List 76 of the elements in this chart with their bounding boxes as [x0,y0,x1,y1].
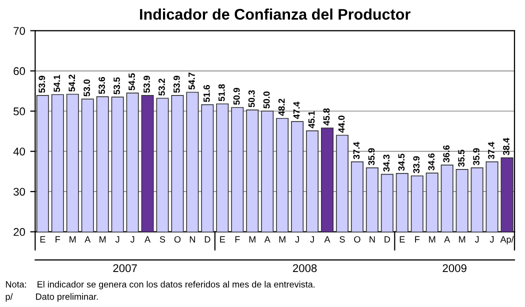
data-label: 53.6 [98,77,106,94]
data-label: 54.7 [188,72,195,90]
data-label: 54.1 [54,74,60,92]
y-tick-label: 60 [14,67,26,76]
x-tick-label: M [249,236,256,242]
x-tick-label: J [490,236,494,243]
x-tick-label: M [279,236,286,242]
x-tick-label: M [70,236,76,242]
x-tick-label: F [235,236,240,242]
data-label: 38.4 [503,138,510,156]
data-label: 44.0 [338,116,345,133]
text: p/ Dato preliminar. [6,293,98,302]
x-tick-label: J [310,236,314,243]
x-tick-label: Ap/ [500,236,514,244]
data-label: 53.0 [84,79,90,96]
y-tick-label: 40 [13,148,26,156]
x-tick-label: O [174,236,181,243]
data-label: 47.4 [293,102,300,120]
x-tick-label: A [144,236,151,242]
x-tick-label: N [190,236,195,242]
data-label: 54.2 [68,74,76,92]
x-tick-label: M [429,236,436,242]
x-tick-label: A [84,236,91,242]
x-tick-label: F [415,236,420,242]
data-label: 37.4 [353,142,360,160]
data-label: 53.9 [38,76,46,93]
data-label: 50.9 [233,88,240,105]
data-label: 53.9 [144,76,150,93]
data-label: 34.3 [383,154,390,172]
data-label: 50.0 [263,92,270,108]
data-label: 53.9 [174,76,180,93]
data-label: 45.8 [323,108,330,126]
x-tick-label: M [100,236,106,242]
data-label: 48.2 [278,98,285,116]
x-tick-label: A [264,236,270,242]
data-label: 45.1 [308,111,315,128]
x-tick-label: N [370,236,375,242]
x-tick-label: J [295,236,299,243]
x-tick-label: F [56,236,60,242]
data-label: 51.8 [218,84,225,102]
x-tick-label: D [384,236,390,242]
x-tick-label: O [354,236,360,243]
x-tick-label: E [220,236,226,242]
data-label: 34.6 [428,153,435,170]
x-tick-label: A [324,236,330,242]
data-label: 36.6 [443,145,450,162]
data-label: 35.9 [368,148,375,166]
data-label: 35.5 [458,150,465,167]
x-tick-label: A [444,236,450,242]
text: Nota: El indicador se genera con los datos referidos al mes de la entrevista. [6,280,315,290]
x-tick-label: S [340,236,345,243]
x-tick-label: S [160,236,166,243]
y-tick-label: 20 [14,228,26,236]
data-label: 51.6 [203,85,210,102]
data-label: 33.9 [413,156,420,174]
x-tick-label: J [115,236,120,243]
data-label: 54.5 [128,73,135,90]
x-tick-label: M [459,236,466,242]
y-tick-label: 50 [14,107,26,116]
x-tick-label: E [40,236,46,242]
x-tick-label: J [130,236,134,243]
data-label: 35.9 [473,148,480,166]
data-label: 37.4 [488,142,494,160]
data-label: 34.5 [398,154,405,171]
chart-title: Indicador de Confianza del Productor [140,8,410,20]
data-label: 53.2 [158,78,165,96]
x-tick-label: J [474,236,479,243]
x-tick-label: E [400,236,405,242]
text: 2008 [292,264,317,272]
y-tick-label: 70 [14,26,26,35]
data-label: 50.3 [248,90,255,108]
x-tick-label: D [204,236,210,242]
y-tick-label: 30 [14,188,26,196]
text: 2009 [442,264,466,272]
data-label: 53.5 [114,77,120,94]
text: 2007 [113,264,137,272]
